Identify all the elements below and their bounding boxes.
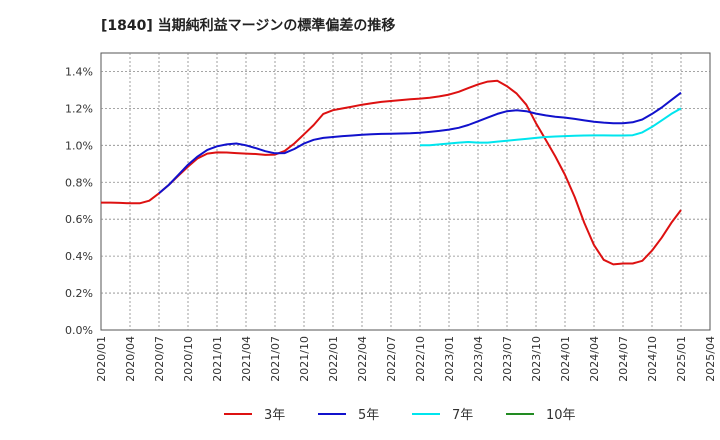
- chart-title: [1840] 当期純利益マージンの標準偏差の推移: [101, 17, 395, 34]
- y-tick-label: 0.0%: [65, 324, 93, 337]
- x-tick-label: 2024/01: [559, 336, 572, 382]
- x-tick-label: 2020/10: [182, 336, 195, 382]
- legend-label: 5年: [358, 408, 379, 423]
- series-line-7年: [420, 107, 682, 147]
- x-tick-label: 2020/01: [95, 336, 108, 382]
- legend-label: 3年: [264, 408, 285, 423]
- grid-lines: [101, 53, 710, 330]
- legend-label: 10年: [546, 408, 576, 423]
- x-axis-ticks: 2020/01 2020/04 2020/07 2020/10 2021/01 2021/…: [95, 336, 717, 382]
- y-tick-label: 1.0%: [65, 139, 93, 152]
- x-tick-label: 2022/10: [414, 336, 427, 382]
- x-tick-label: 2023/07: [501, 336, 514, 382]
- x-tick-label: 2024/04: [588, 336, 601, 382]
- y-tick-label: 0.2%: [65, 287, 93, 300]
- y-axis-ticks: 0.0% 0.2% 0.4% 0.6% 0.8% 1.0% 1.2% 1.4%: [65, 65, 93, 337]
- x-tick-label: 2025/04: [704, 336, 717, 382]
- x-tick-label: 2023/01: [443, 336, 456, 382]
- y-tick-label: 1.4%: [65, 65, 93, 78]
- x-tick-label: 2023/04: [472, 336, 485, 382]
- series-line-3年: [101, 79, 682, 266]
- x-tick-label: 2020/04: [124, 336, 137, 382]
- series-lines: [101, 79, 682, 266]
- legend: 3年 5年 7年 10年: [224, 408, 576, 423]
- x-tick-label: 2024/10: [646, 336, 659, 382]
- legend-label: 7年: [452, 408, 473, 423]
- y-tick-label: 1.2%: [65, 102, 93, 115]
- x-tick-label: 2022/01: [327, 336, 340, 382]
- y-tick-label: 0.6%: [65, 213, 93, 226]
- y-tick-label: 0.4%: [65, 250, 93, 263]
- x-tick-label: 2021/01: [211, 336, 224, 382]
- x-tick-label: 2021/07: [269, 336, 282, 382]
- x-tick-label: 2021/10: [298, 336, 311, 382]
- x-tick-label: 2021/04: [240, 336, 253, 382]
- x-tick-label: 2025/01: [675, 336, 688, 382]
- x-tick-label: 2024/07: [617, 336, 630, 382]
- plot-area-frame: [100, 52, 711, 331]
- x-tick-label: 2020/07: [153, 336, 166, 382]
- series-line-5年: [158, 91, 682, 195]
- x-tick-label: 2023/10: [530, 336, 543, 382]
- x-tick-label: 2022/04: [356, 336, 369, 382]
- y-tick-label: 0.8%: [65, 176, 93, 189]
- x-tick-label: 2022/07: [385, 336, 398, 382]
